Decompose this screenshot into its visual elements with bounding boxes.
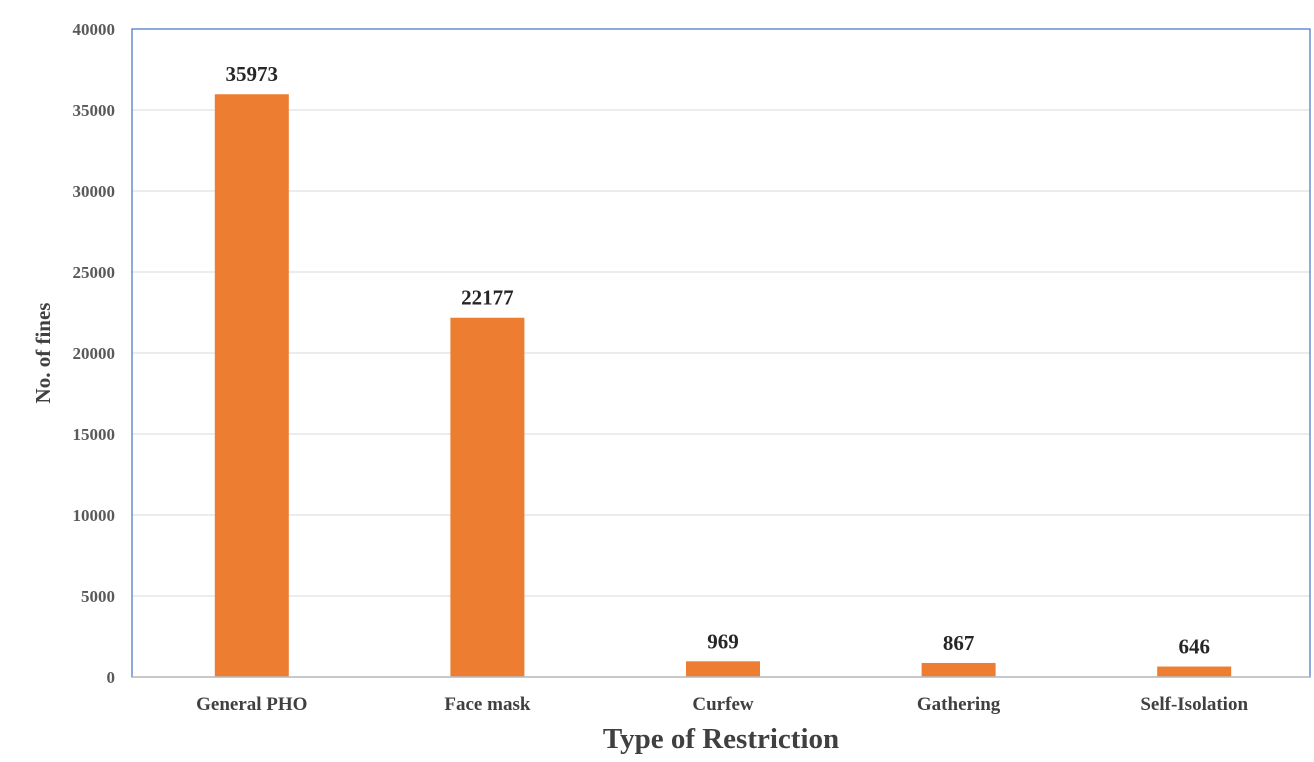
bar (1157, 666, 1232, 677)
data-label: 867 (943, 631, 975, 655)
bars (214, 94, 1232, 677)
data-label: 969 (707, 629, 739, 653)
data-label: 22177 (461, 286, 514, 310)
y-tick-label: 15000 (73, 425, 116, 444)
category-label: Self-Isolation (1140, 694, 1248, 715)
bar (686, 661, 760, 677)
y-tick-label: 25000 (73, 263, 116, 282)
bar (214, 94, 289, 677)
y-tick-label: 30000 (73, 182, 116, 201)
x-axis-title: Type of Restriction (603, 723, 839, 755)
y-tick-label: 0 (107, 668, 116, 687)
data-labels: 35973 22177 969 867 646 (226, 62, 1210, 658)
y-tick-label: 20000 (73, 344, 116, 363)
category-label: Curfew (692, 694, 753, 715)
y-tick-label: 35000 (73, 101, 116, 120)
bar (921, 662, 996, 677)
category-labels: General PHO Face mask Curfew Gathering Self-… (196, 694, 1248, 715)
category-label: General PHO (196, 694, 307, 715)
y-tick-labels: 0 5000 10000 15000 20000 25000 30000 35000 40000 (73, 20, 116, 687)
data-label: 35973 (226, 62, 279, 86)
gridlines (132, 109, 1310, 597)
y-axis-title: No. of fines (31, 303, 55, 404)
bar (450, 317, 525, 677)
y-tick-label: 10000 (73, 506, 116, 525)
category-label: Face mask (444, 694, 530, 715)
y-tick-label: 5000 (81, 587, 115, 606)
category-label: Gathering (917, 694, 1001, 715)
y-tick-label: 40000 (73, 20, 116, 39)
data-label: 646 (1178, 635, 1210, 659)
